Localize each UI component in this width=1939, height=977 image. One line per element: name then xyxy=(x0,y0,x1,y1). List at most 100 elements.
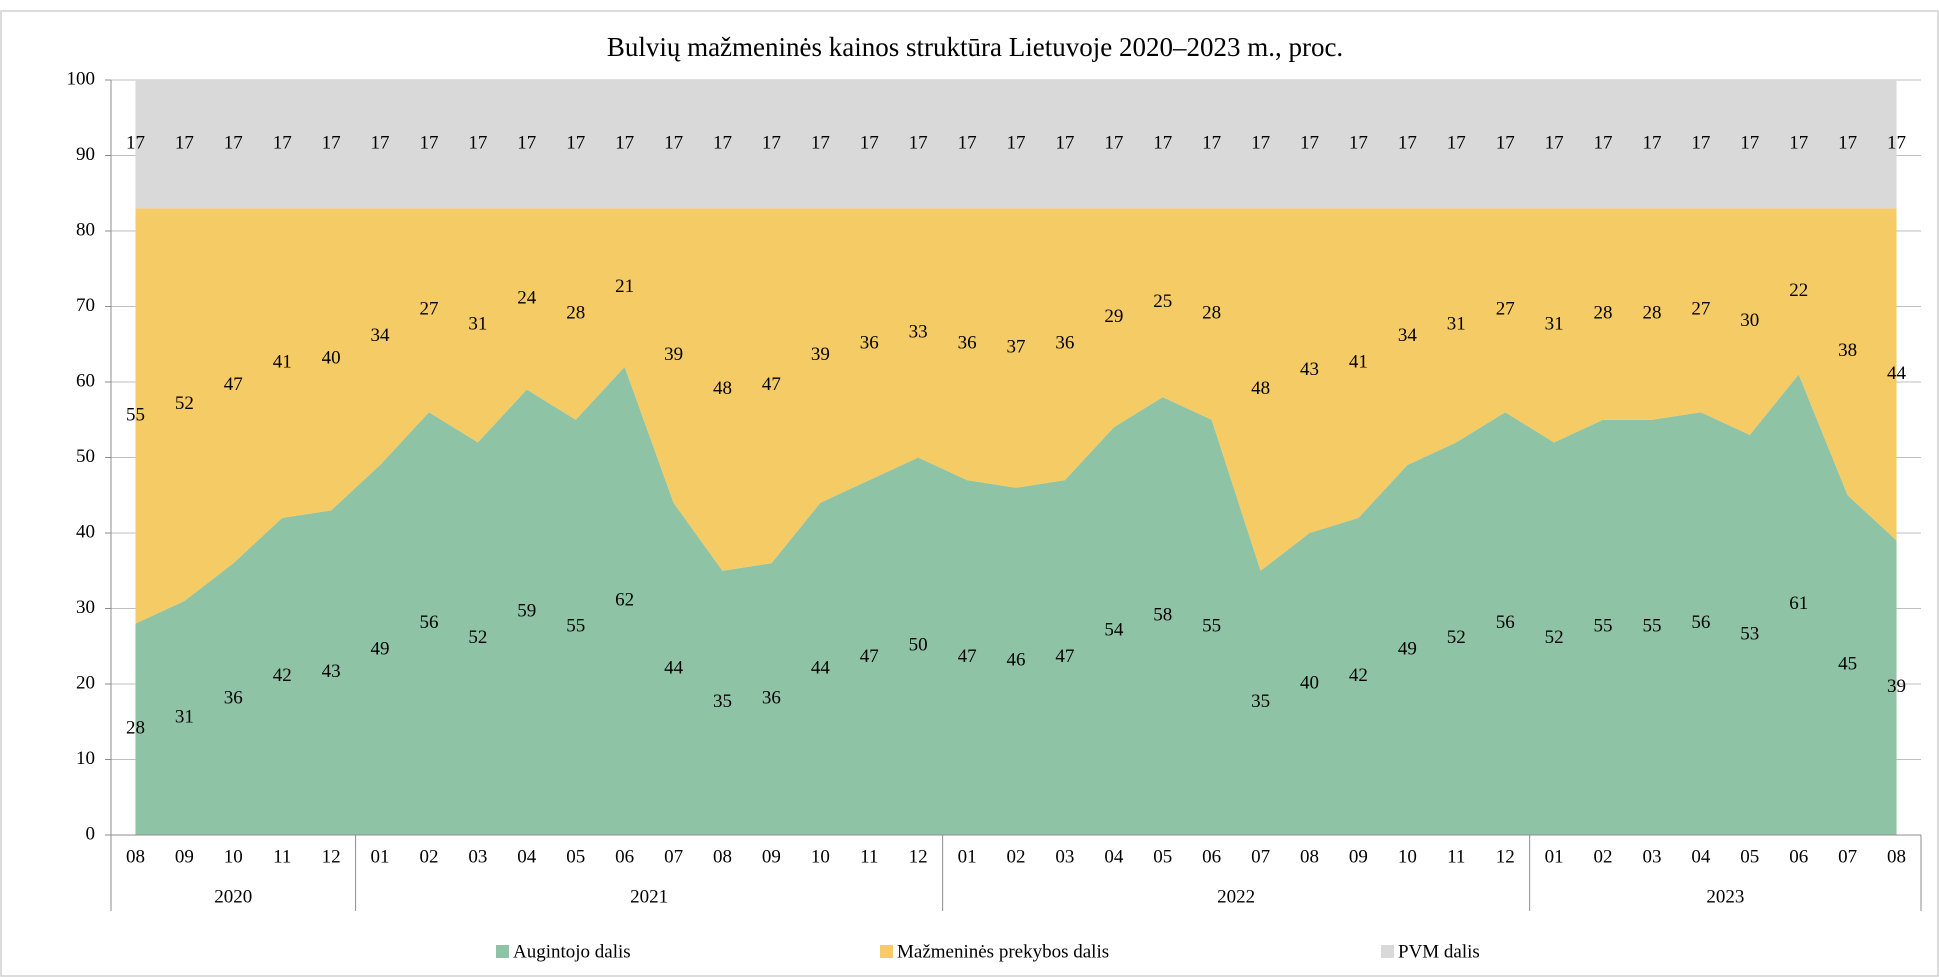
x-tick-label: 01 xyxy=(371,846,390,867)
data-label: 44 xyxy=(1887,363,1907,384)
x-tick-label: 08 xyxy=(126,846,145,867)
data-label: 17 xyxy=(1153,133,1172,154)
y-tick-label: 70 xyxy=(76,295,95,316)
legend-swatch xyxy=(880,945,893,958)
data-label: 28 xyxy=(126,718,145,739)
data-label: 34 xyxy=(1398,325,1418,346)
x-tick-label: 10 xyxy=(1398,846,1417,867)
x-tick-label: 04 xyxy=(517,846,537,867)
x-tick-label: 08 xyxy=(1887,846,1906,867)
data-label: 37 xyxy=(1007,336,1026,357)
data-label: 55 xyxy=(566,616,585,637)
data-label: 28 xyxy=(566,302,585,323)
x-tick-label: 04 xyxy=(1691,846,1711,867)
data-label: 58 xyxy=(1153,604,1172,625)
x-tick-label: 09 xyxy=(762,846,781,867)
x-tick-label: 01 xyxy=(958,846,977,867)
y-tick-label: 50 xyxy=(76,446,95,467)
data-label: 48 xyxy=(713,378,732,399)
data-label: 41 xyxy=(1349,351,1368,372)
x-group-label: 2022 xyxy=(1217,886,1255,907)
data-label: 17 xyxy=(322,133,341,154)
x-tick-label: 04 xyxy=(1104,846,1124,867)
data-label: 17 xyxy=(224,133,243,154)
data-label: 31 xyxy=(468,314,487,335)
x-tick-label: 09 xyxy=(175,846,194,867)
data-label: 17 xyxy=(1838,133,1857,154)
data-label: 31 xyxy=(1447,314,1466,335)
data-label: 17 xyxy=(1398,133,1417,154)
data-label: 36 xyxy=(860,333,879,354)
data-label: 40 xyxy=(322,348,341,369)
data-label: 17 xyxy=(126,133,145,154)
legend-label: PVM dalis xyxy=(1398,941,1480,962)
data-label: 17 xyxy=(762,133,781,154)
data-label: 17 xyxy=(713,133,732,154)
data-label: 17 xyxy=(517,133,536,154)
data-label: 21 xyxy=(615,276,634,297)
x-tick-label: 07 xyxy=(1251,846,1270,867)
data-label: 17 xyxy=(1740,133,1759,154)
data-label: 17 xyxy=(909,133,928,154)
data-label: 36 xyxy=(1055,333,1074,354)
x-group-label: 2023 xyxy=(1706,886,1744,907)
data-label: 40 xyxy=(1300,672,1319,693)
x-tick-label: 06 xyxy=(1202,846,1221,867)
data-label: 54 xyxy=(1104,620,1124,641)
data-label: 24 xyxy=(517,287,537,308)
data-label: 25 xyxy=(1153,291,1172,312)
data-label: 59 xyxy=(517,601,536,622)
data-label: 17 xyxy=(273,133,292,154)
data-label: 17 xyxy=(1691,133,1710,154)
data-label: 42 xyxy=(1349,665,1368,686)
x-tick-label: 02 xyxy=(1007,846,1026,867)
x-tick-label: 12 xyxy=(909,846,928,867)
y-tick-label: 30 xyxy=(76,597,95,618)
y-tick-label: 60 xyxy=(76,370,95,391)
data-label: 38 xyxy=(1838,340,1857,361)
x-tick-label: 06 xyxy=(1789,846,1808,867)
data-label: 55 xyxy=(1594,616,1613,637)
legend-swatch xyxy=(1381,945,1394,958)
x-tick-label: 12 xyxy=(1496,846,1515,867)
data-label: 17 xyxy=(958,133,977,154)
data-label: 43 xyxy=(1300,359,1319,380)
x-tick-label: 06 xyxy=(615,846,634,867)
data-label: 17 xyxy=(1594,133,1613,154)
data-label: 53 xyxy=(1740,623,1759,644)
x-tick-label: 03 xyxy=(468,846,487,867)
data-label: 36 xyxy=(762,687,781,708)
legend-swatch xyxy=(496,945,509,958)
data-label: 52 xyxy=(1545,627,1564,648)
data-label: 17 xyxy=(419,133,438,154)
legend-label: Mažmeninės prekybos dalis xyxy=(897,941,1109,962)
data-label: 52 xyxy=(468,627,487,648)
x-tick-label: 02 xyxy=(419,846,438,867)
x-tick-label: 11 xyxy=(860,846,878,867)
data-label: 47 xyxy=(224,374,243,395)
data-label: 17 xyxy=(1789,133,1808,154)
data-label: 17 xyxy=(1349,133,1368,154)
data-label: 31 xyxy=(175,706,194,727)
data-label: 48 xyxy=(1251,378,1270,399)
y-tick-label: 80 xyxy=(76,219,95,240)
data-label: 47 xyxy=(762,374,781,395)
data-label: 47 xyxy=(958,646,977,667)
x-group-label: 2020 xyxy=(214,886,252,907)
x-tick-label: 03 xyxy=(1055,846,1074,867)
x-tick-label: 01 xyxy=(1545,846,1564,867)
data-label: 17 xyxy=(468,133,487,154)
data-label: 47 xyxy=(1055,646,1074,667)
data-label: 17 xyxy=(1007,133,1026,154)
data-label: 42 xyxy=(273,665,292,686)
data-label: 28 xyxy=(1642,302,1661,323)
data-label: 27 xyxy=(1691,299,1710,320)
y-tick-label: 20 xyxy=(76,672,95,693)
data-label: 29 xyxy=(1104,306,1123,327)
data-label: 56 xyxy=(1691,612,1710,633)
x-tick-label: 05 xyxy=(1153,846,1172,867)
y-tick-label: 40 xyxy=(76,521,95,542)
data-label: 27 xyxy=(419,299,438,320)
